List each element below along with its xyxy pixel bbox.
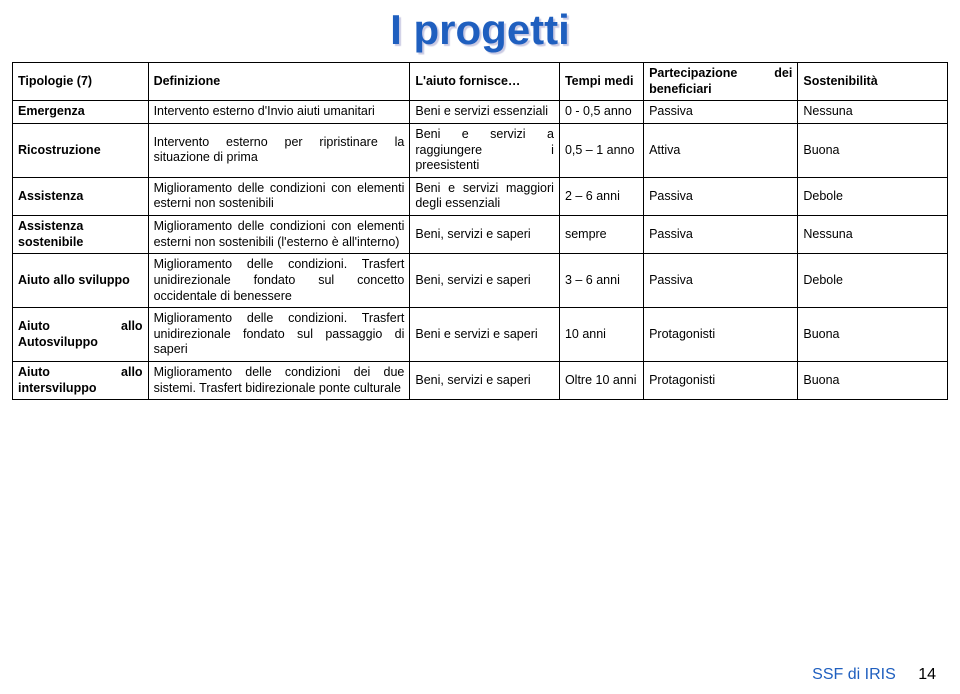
cell-tipologia: Aiuto allo sviluppo xyxy=(13,254,149,308)
cell-partecipazione: Passiva xyxy=(644,216,798,254)
projects-table: Tipologie (7) Definizione L'aiuto fornis… xyxy=(12,62,948,400)
col-tempi: Tempi medi xyxy=(559,63,643,101)
cell-aiuto: Beni e servizi maggiori degli essenziali xyxy=(410,177,560,215)
cell-tipologia: Aiuto allo intersviluppo xyxy=(13,362,149,400)
cell-definizione: Miglioramento delle condizioni. Trasfert… xyxy=(148,308,410,362)
footer-org: SSF di IRIS xyxy=(812,666,896,683)
cell-sostenibilita: Debole xyxy=(798,177,948,215)
cell-sostenibilita: Buona xyxy=(798,308,948,362)
cell-definizione: Miglioramento delle condizioni con eleme… xyxy=(148,216,410,254)
cell-sostenibilita: Debole xyxy=(798,254,948,308)
cell-partecipazione: Attiva xyxy=(644,123,798,177)
cell-tempi: 10 anni xyxy=(559,308,643,362)
cell-sostenibilita: Nessuna xyxy=(798,216,948,254)
table-row: Assistenza Miglioramento delle condizion… xyxy=(13,177,948,215)
cell-aiuto: Beni e servizi essenziali xyxy=(410,101,560,124)
cell-tempi: 0 - 0,5 anno xyxy=(559,101,643,124)
cell-aiuto: Beni, servizi e saperi xyxy=(410,216,560,254)
cell-definizione: Intervento esterno per ripristinare la s… xyxy=(148,123,410,177)
col-partecipazione: Partecipazione dei beneficiari xyxy=(644,63,798,101)
table-row: Aiuto allo sviluppo Miglioramento delle … xyxy=(13,254,948,308)
col-tipologie: Tipologie (7) xyxy=(13,63,149,101)
table-row: Assistenza sostenibile Miglioramento del… xyxy=(13,216,948,254)
cell-tipologia: Assistenza xyxy=(13,177,149,215)
cell-definizione: Miglioramento delle condizioni. Trasfert… xyxy=(148,254,410,308)
cell-tipologia: Emergenza xyxy=(13,101,149,124)
cell-tipologia: Aiuto allo Autosviluppo xyxy=(13,308,149,362)
col-definizione: Definizione xyxy=(148,63,410,101)
cell-sostenibilita: Buona xyxy=(798,123,948,177)
cell-tempi: 0,5 – 1 anno xyxy=(559,123,643,177)
col-sostenibilita: Sostenibilità xyxy=(798,63,948,101)
col-aiuto: L'aiuto fornisce… xyxy=(410,63,560,101)
footer-page-number: 14 xyxy=(918,666,936,683)
cell-aiuto: Beni, servizi e saperi xyxy=(410,254,560,308)
table-row: Aiuto allo Autosviluppo Miglioramento de… xyxy=(13,308,948,362)
cell-tempi: Oltre 10 anni xyxy=(559,362,643,400)
cell-tempi: sempre xyxy=(559,216,643,254)
cell-definizione: Miglioramento delle condizioni con eleme… xyxy=(148,177,410,215)
cell-sostenibilita: Buona xyxy=(798,362,948,400)
footer: SSF di IRIS 14 xyxy=(812,666,936,684)
cell-sostenibilita: Nessuna xyxy=(798,101,948,124)
table-header-row: Tipologie (7) Definizione L'aiuto fornis… xyxy=(13,63,948,101)
cell-definizione: Intervento esterno d'Invio aiuti umanita… xyxy=(148,101,410,124)
cell-tipologia: Assistenza sostenibile xyxy=(13,216,149,254)
cell-aiuto: Beni, servizi e saperi xyxy=(410,362,560,400)
table-row: Aiuto allo intersviluppo Miglioramento d… xyxy=(13,362,948,400)
cell-partecipazione: Protagonisti xyxy=(644,308,798,362)
table-row: Ricostruzione Intervento esterno per rip… xyxy=(13,123,948,177)
cell-partecipazione: Passiva xyxy=(644,254,798,308)
cell-aiuto: Beni e servizi a raggiungere i preesiste… xyxy=(410,123,560,177)
cell-tipologia: Ricostruzione xyxy=(13,123,149,177)
cell-partecipazione: Passiva xyxy=(644,177,798,215)
cell-partecipazione: Passiva xyxy=(644,101,798,124)
table-wrapper: Tipologie (7) Definizione L'aiuto fornis… xyxy=(0,62,960,400)
cell-tempi: 2 – 6 anni xyxy=(559,177,643,215)
cell-aiuto: Beni e servizi e saperi xyxy=(410,308,560,362)
cell-tempi: 3 – 6 anni xyxy=(559,254,643,308)
page-title: I progetti xyxy=(0,6,960,54)
cell-partecipazione: Protagonisti xyxy=(644,362,798,400)
table-row: Emergenza Intervento esterno d'Invio aiu… xyxy=(13,101,948,124)
cell-definizione: Miglioramento delle condizioni dei due s… xyxy=(148,362,410,400)
